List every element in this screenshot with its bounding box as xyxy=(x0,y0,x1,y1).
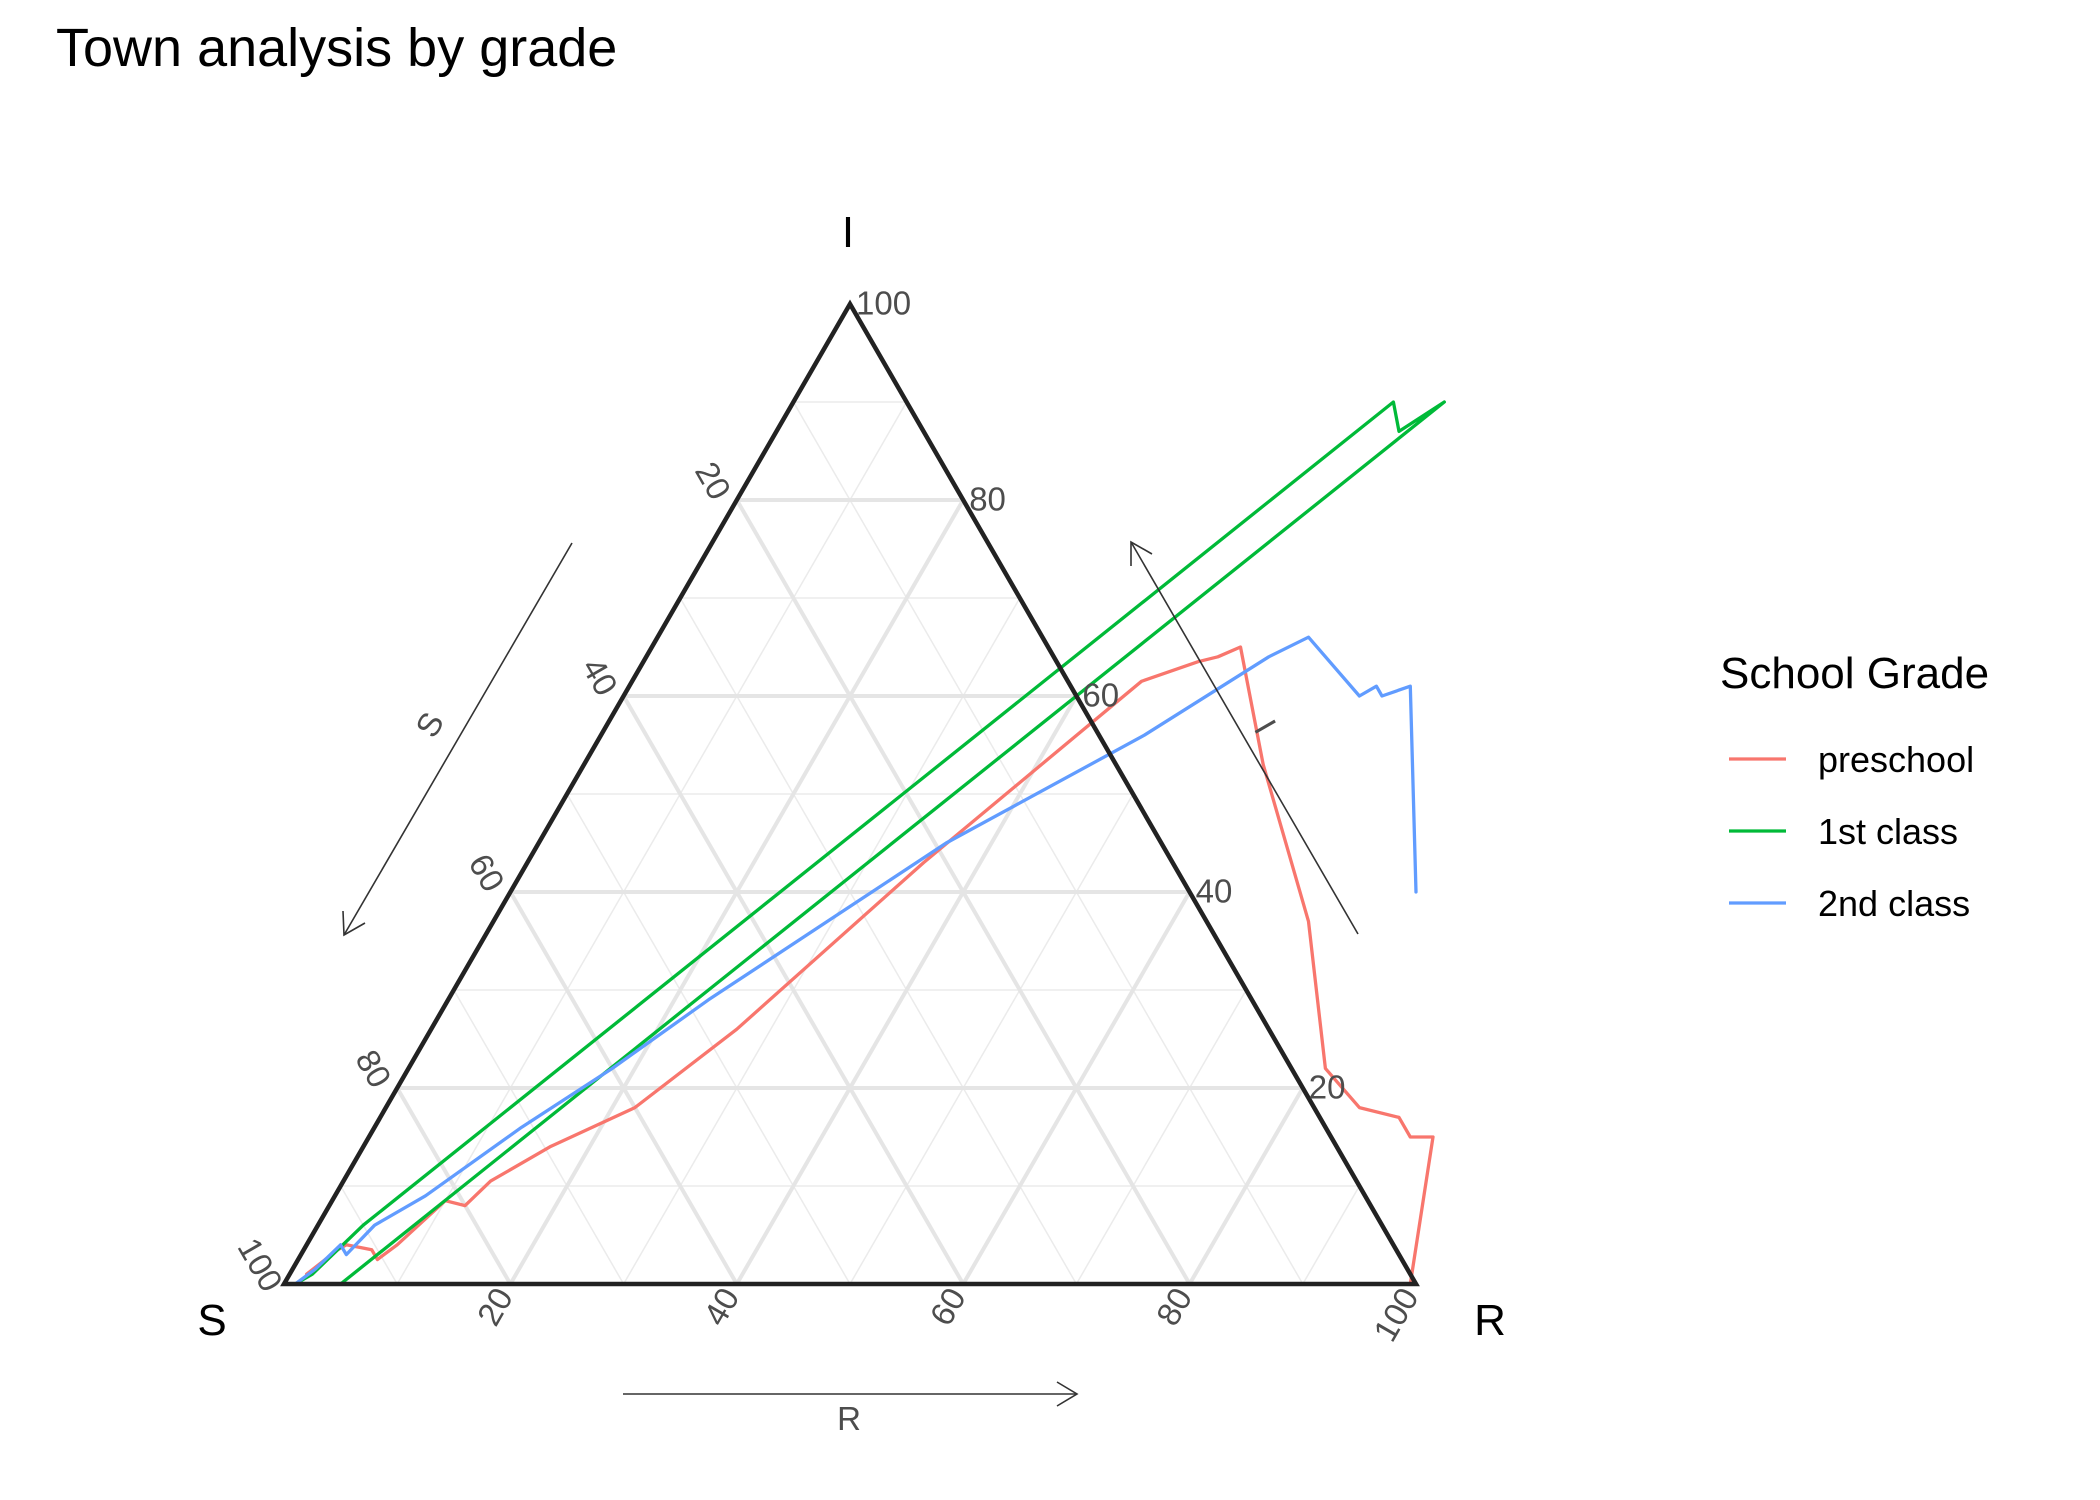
ternary-frame xyxy=(280,299,1420,1287)
minor-gridline xyxy=(1075,989,1247,1285)
major-gridline xyxy=(621,694,965,1286)
vertex-label-i: I xyxy=(842,208,854,257)
arrow-s xyxy=(342,542,573,937)
tick-label-r: 40 xyxy=(696,1281,746,1331)
tick-label-r: 60 xyxy=(922,1281,972,1331)
arrow-r xyxy=(623,1381,1079,1407)
major-gridline xyxy=(1187,1086,1305,1286)
legend-label: 1st class xyxy=(1818,811,1958,852)
minor-gridline xyxy=(566,793,851,1285)
tick-label-i: 20 xyxy=(1309,1069,1346,1106)
tick-label-i: 60 xyxy=(1082,677,1119,714)
tick-label-r: 80 xyxy=(1149,1281,1199,1331)
chart-title: Town analysis by grade xyxy=(56,18,617,78)
legend: School Grade preschool 1st class 2nd class xyxy=(1720,649,1989,924)
legend-items: preschool 1st class 2nd class xyxy=(1729,739,1974,924)
vertex-label-s: S xyxy=(197,1296,226,1345)
minor-gridline xyxy=(1302,1185,1361,1285)
vertex-label-r: R xyxy=(1474,1296,1506,1345)
tick-label-s: 40 xyxy=(575,651,625,701)
major-gridline xyxy=(508,890,739,1286)
tick-label-s: 100 xyxy=(231,1232,291,1298)
series-line-preschool xyxy=(304,645,1435,1286)
arrow-i xyxy=(1130,540,1359,935)
arrow-label-s: S xyxy=(408,706,451,744)
legend-label: 2nd class xyxy=(1818,883,1970,924)
tick-label-s: 20 xyxy=(688,455,738,505)
legend-title: School Grade xyxy=(1720,649,1989,698)
minor-gridline xyxy=(679,597,1078,1285)
major-gridline xyxy=(961,890,1192,1286)
major-gridline xyxy=(395,1086,513,1286)
minor-gridline xyxy=(849,793,1134,1285)
arrow-label-r: R xyxy=(837,1400,861,1437)
tick-label-s: 80 xyxy=(348,1043,398,1093)
legend-label: preschool xyxy=(1818,739,1974,780)
minor-gridline xyxy=(396,401,908,1285)
tick-label-i: 40 xyxy=(1196,873,1233,910)
minor-gridlines xyxy=(339,401,1361,1285)
tick-label-i: 80 xyxy=(969,481,1006,518)
series-layer xyxy=(293,400,1446,1286)
tick-label-r: 20 xyxy=(470,1281,520,1331)
tick-label-i: 100 xyxy=(856,285,911,322)
minor-gridline xyxy=(622,597,1021,1285)
minor-gridline xyxy=(339,1185,398,1285)
tick-label-s: 60 xyxy=(462,847,512,897)
minor-gridline xyxy=(453,989,625,1285)
tick-label-r: 100 xyxy=(1366,1281,1426,1347)
series-line-1st-class xyxy=(293,400,1446,1286)
major-gridlines xyxy=(395,498,1305,1286)
series-line-2nd-class xyxy=(293,635,1418,1286)
minor-gridline xyxy=(792,401,1304,1285)
major-gridline xyxy=(735,694,1079,1286)
